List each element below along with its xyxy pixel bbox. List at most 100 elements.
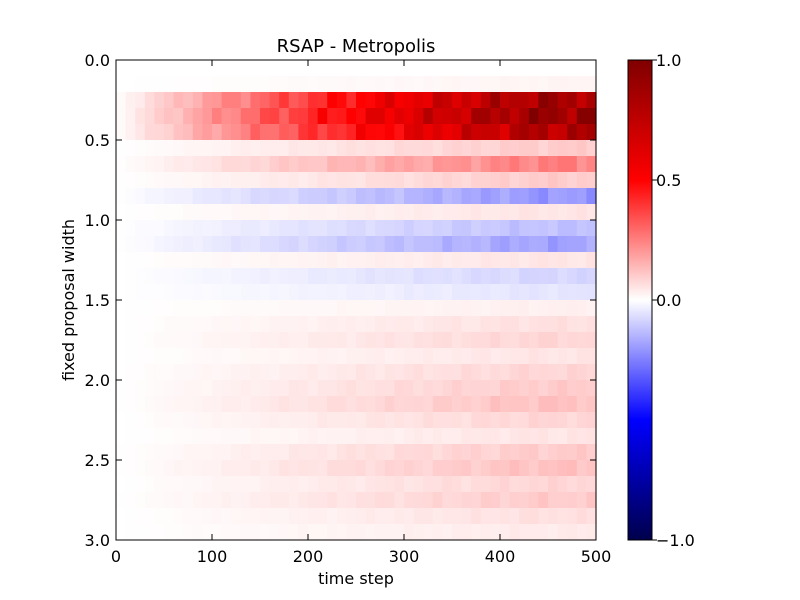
heatmap-cell	[192, 380, 203, 397]
heatmap-cell	[231, 204, 242, 221]
heatmap-cell	[288, 188, 299, 205]
heatmap-cell	[394, 476, 405, 493]
heatmap-cell	[173, 156, 184, 173]
heatmap-cell	[567, 268, 578, 285]
heatmap-cell	[519, 348, 530, 365]
heatmap-cell	[567, 140, 578, 157]
heatmap-cell	[471, 428, 482, 445]
heatmap-cell	[519, 316, 530, 333]
heatmap-cell	[365, 156, 376, 173]
heatmap-cell	[356, 332, 367, 349]
heatmap-cell	[308, 364, 319, 381]
heatmap-cell	[116, 396, 127, 413]
heatmap-cell	[586, 316, 597, 333]
heatmap-cell	[442, 316, 453, 333]
heatmap-cell	[452, 508, 463, 525]
heatmap-cell	[164, 524, 175, 541]
heatmap-cell	[480, 188, 491, 205]
heatmap-cell	[356, 268, 367, 285]
heatmap-cell	[519, 396, 530, 413]
heatmap-cell	[269, 508, 280, 525]
heatmap-cell	[288, 444, 299, 461]
heatmap-cell	[432, 444, 443, 461]
heatmap-cell	[356, 220, 367, 237]
heatmap-cell	[221, 524, 232, 541]
heatmap-cell	[164, 444, 175, 461]
heatmap-cell	[221, 444, 232, 461]
heatmap-cell	[327, 300, 338, 317]
heatmap-cell	[365, 508, 376, 525]
heatmap-cell	[279, 444, 290, 461]
heatmap-cell	[221, 172, 232, 189]
heatmap-cell	[480, 428, 491, 445]
heatmap-cell	[490, 380, 501, 397]
heatmap-cell	[221, 460, 232, 477]
heatmap-cell	[461, 444, 472, 461]
heatmap-cell	[452, 476, 463, 493]
heatmap-cell	[394, 172, 405, 189]
heatmap-cell	[500, 444, 511, 461]
heatmap-cell	[480, 284, 491, 301]
heatmap-cell	[135, 332, 146, 349]
heatmap-cell	[519, 76, 530, 93]
heatmap-cell	[442, 300, 453, 317]
heatmap-cell	[221, 428, 232, 445]
heatmap-cell	[154, 76, 165, 93]
heatmap-cell	[432, 124, 443, 141]
heatmap-cell	[452, 124, 463, 141]
heatmap-cell	[298, 172, 309, 189]
heatmap-cell	[452, 284, 463, 301]
heatmap-cell	[336, 204, 347, 221]
heatmap-cell	[173, 380, 184, 397]
heatmap-cell	[557, 316, 568, 333]
heatmap-cell	[356, 396, 367, 413]
heatmap-cell	[586, 124, 597, 141]
heatmap-cell	[183, 428, 194, 445]
heatmap-cell	[356, 316, 367, 333]
heatmap-cell	[442, 444, 453, 461]
heatmap-cell	[423, 492, 434, 509]
heatmap-cell	[461, 508, 472, 525]
heatmap-cell	[260, 220, 271, 237]
heatmap-cell	[365, 364, 376, 381]
heatmap-cell	[490, 348, 501, 365]
heatmap-cell	[528, 332, 539, 349]
heatmap-cell	[461, 316, 472, 333]
heatmap-cell	[490, 508, 501, 525]
heatmap-cell	[500, 220, 511, 237]
heatmap-cell	[567, 172, 578, 189]
heatmap-cell	[279, 92, 290, 109]
heatmap-cell	[375, 268, 386, 285]
heatmap-cell	[173, 476, 184, 493]
heatmap-cell	[308, 188, 319, 205]
heatmap-cell	[567, 300, 578, 317]
heatmap-cell	[116, 300, 127, 317]
heatmap-cell	[212, 252, 223, 269]
heatmap-cell	[202, 236, 213, 253]
heatmap-cell	[135, 348, 146, 365]
heatmap-cell	[298, 108, 309, 125]
heatmap-cell	[557, 380, 568, 397]
heatmap-cell	[576, 60, 587, 77]
heatmap-cell	[471, 300, 482, 317]
heatmap-cell	[135, 140, 146, 157]
heatmap-cell	[260, 380, 271, 397]
heatmap-cell	[125, 204, 136, 221]
heatmap-cell	[192, 236, 203, 253]
heatmap-cell	[154, 444, 165, 461]
heatmap-cell	[365, 316, 376, 333]
heatmap-cell	[394, 412, 405, 429]
heatmap-cell	[576, 204, 587, 221]
heatmap-cell	[404, 348, 415, 365]
heatmap-cell	[519, 524, 530, 541]
heatmap-cell	[384, 204, 395, 221]
heatmap-cell	[423, 220, 434, 237]
heatmap-cell	[288, 316, 299, 333]
heatmap-cell	[432, 236, 443, 253]
heatmap-cell	[183, 396, 194, 413]
heatmap-cell	[288, 252, 299, 269]
heatmap-cell	[576, 316, 587, 333]
heatmap-cell	[461, 476, 472, 493]
heatmap-cell	[327, 412, 338, 429]
heatmap-cell	[500, 364, 511, 381]
